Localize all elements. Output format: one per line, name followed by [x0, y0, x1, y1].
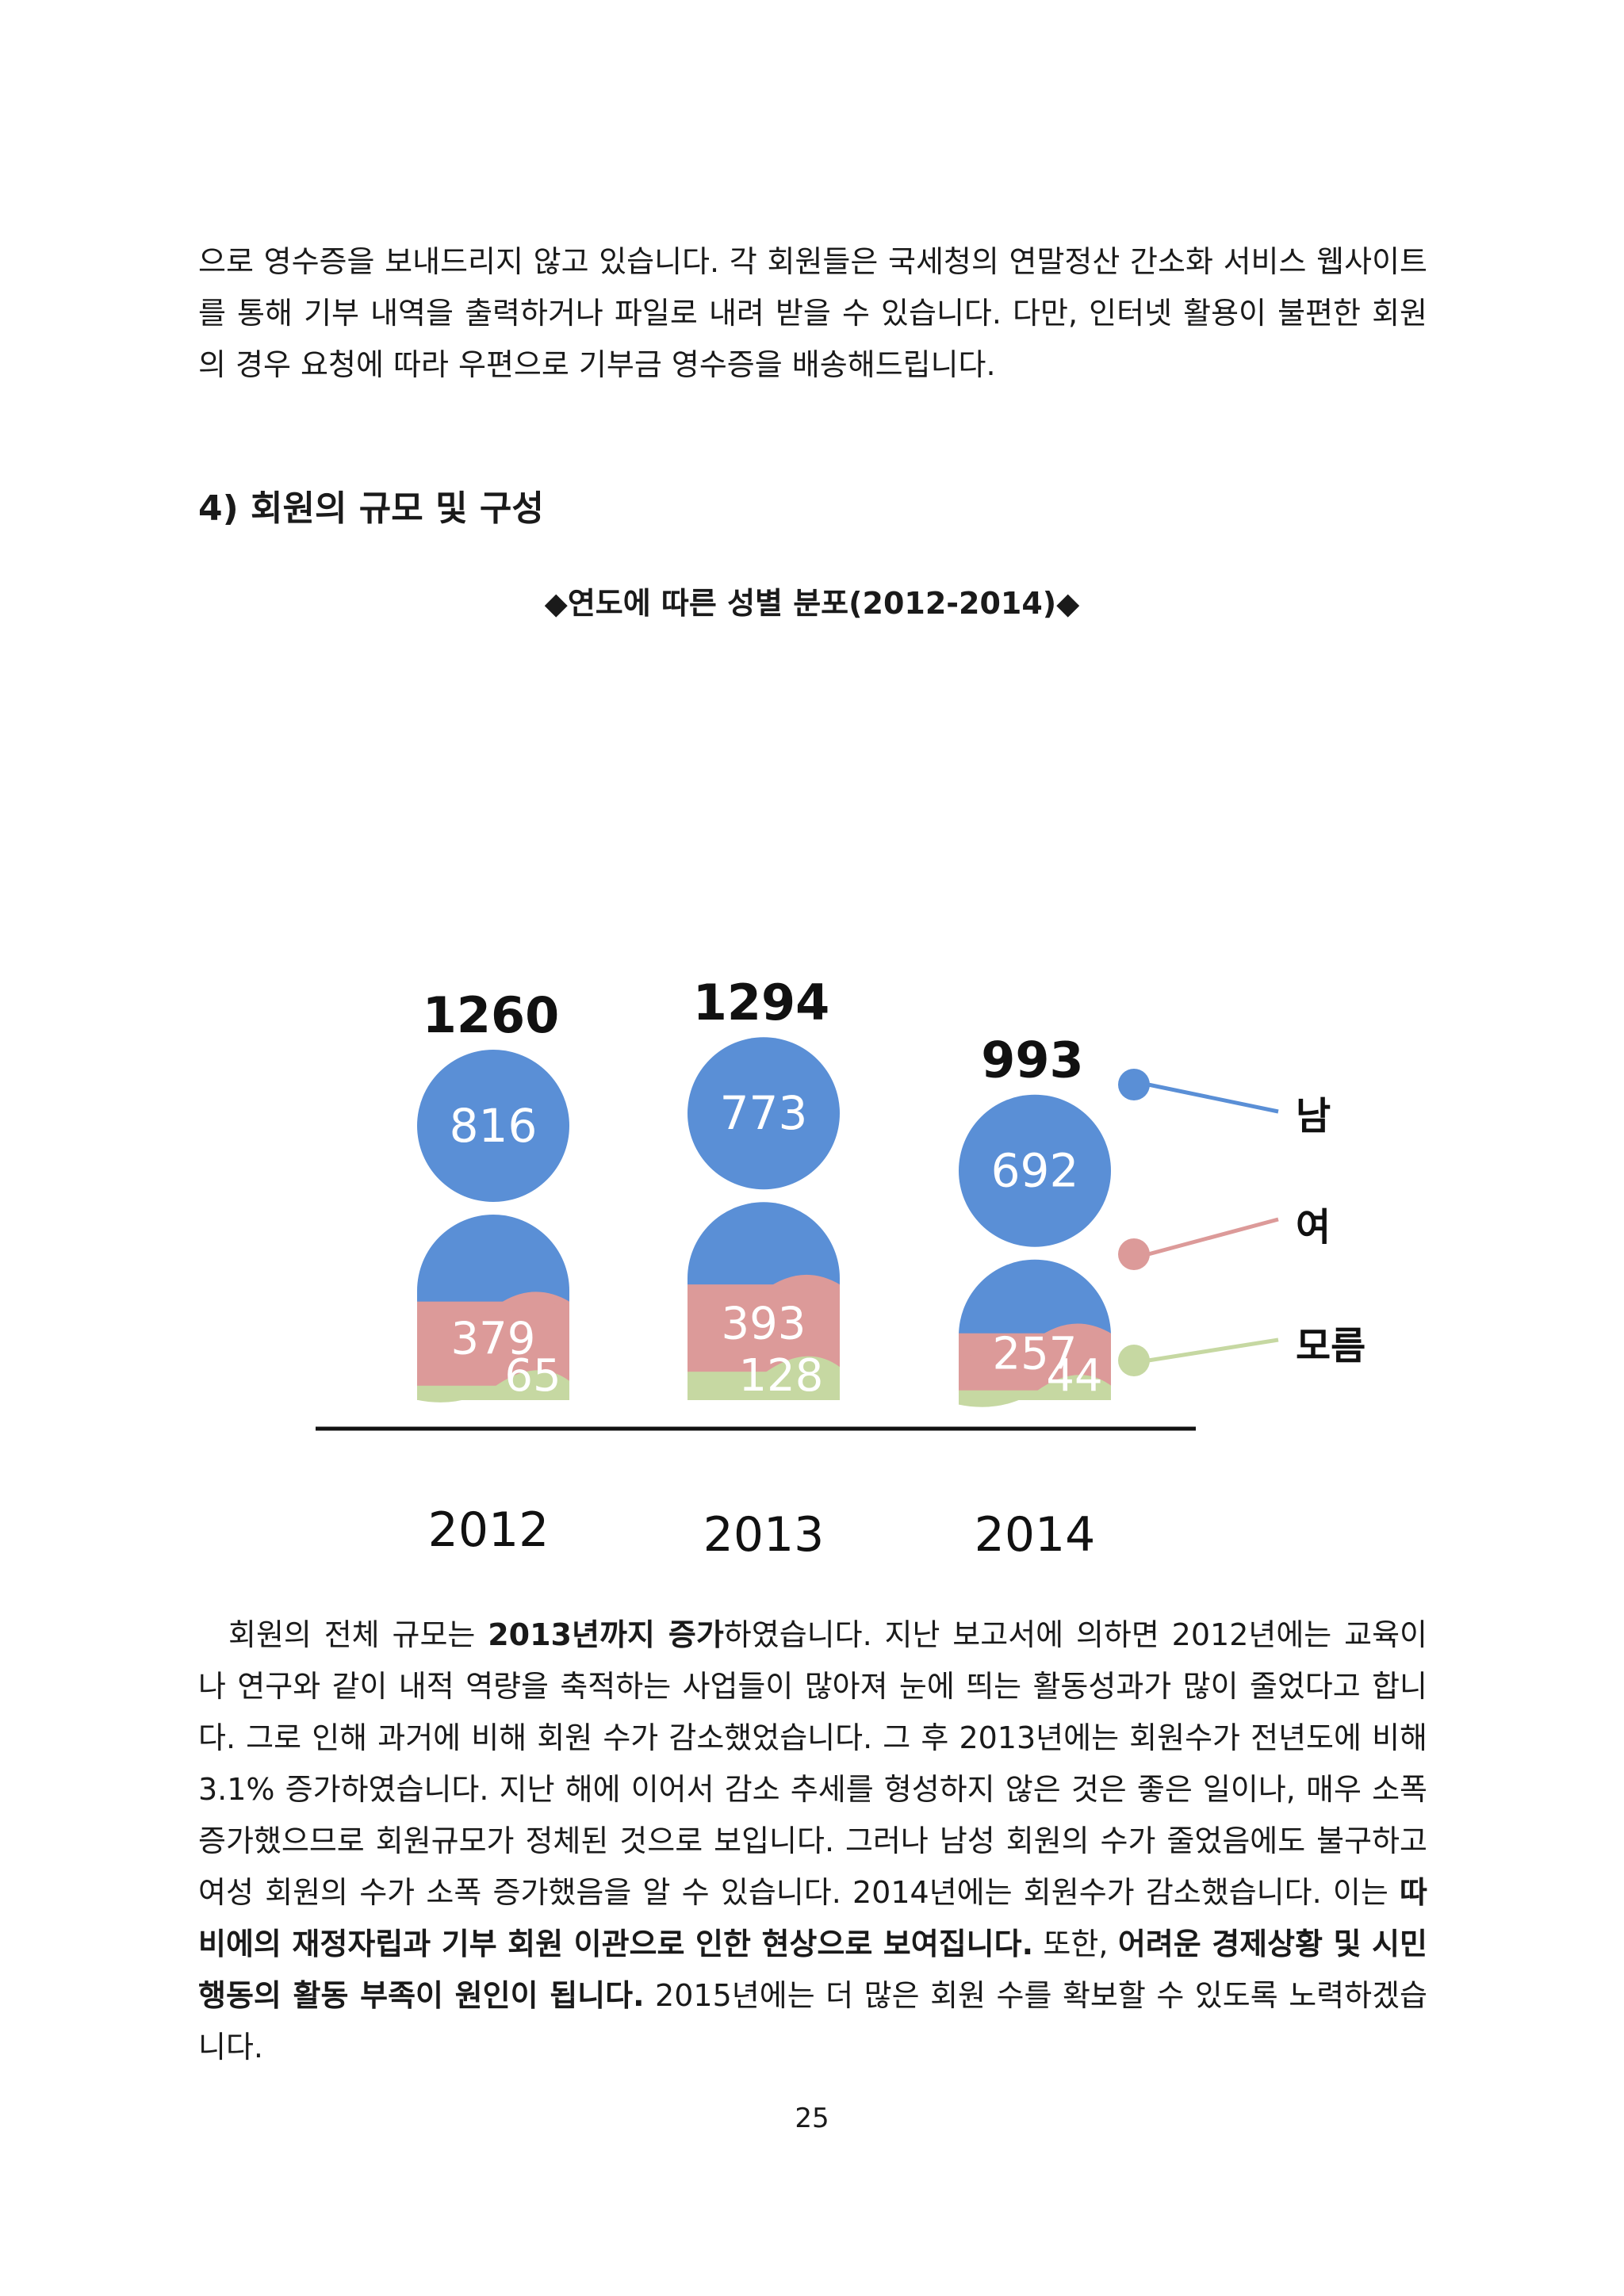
bar-segment-female-wave: [959, 1323, 1111, 1363]
legend-label: 남: [1296, 1094, 1331, 1138]
data-label-female: 393: [722, 1298, 806, 1349]
legend-connector: [1147, 1337, 1279, 1363]
bar-segment-female-wave: [688, 1274, 840, 1314]
data-label-unknown: 44: [1046, 1350, 1102, 1402]
bar-segment-unknown-wave: [688, 1356, 840, 1389]
chart-title: ◆연도에 따른 성별 분포(2012-2014)◆: [544, 586, 1080, 621]
x-tick-label: 2014: [975, 1507, 1096, 1563]
male-value-bubble: [688, 1037, 840, 1190]
total-label: 1294: [693, 974, 830, 1031]
intro-paragraph-text: 으로 영수증을 보내드리지 않고 있습니다. 각 회원들은 국세청의 연말정산 …: [198, 244, 1427, 382]
legend-connector: [1147, 1082, 1279, 1114]
page-number: 25: [795, 2103, 829, 2134]
total-label: 1260: [423, 986, 560, 1044]
body-text-2: 하였습니다. 지난 보고서에 의하면 2012년에는 교육이나 연구와 같이 내…: [198, 1617, 1427, 1910]
male-value-bubble: [417, 1050, 569, 1203]
data-label-unknown: 128: [739, 1350, 824, 1402]
legend-marker: [1118, 1069, 1150, 1100]
body-bold-1: 2013년까지 증가: [488, 1617, 724, 1652]
body-text-1: 회원의 전체 규모는: [228, 1617, 488, 1652]
x-tick-label: 2013: [703, 1507, 825, 1563]
legend-marker: [1118, 1238, 1150, 1270]
data-label-female: 257: [993, 1328, 1078, 1380]
section-heading: 4) 회원의 규모 및 구성: [198, 488, 544, 529]
data-label-male: 692: [991, 1144, 1079, 1198]
bar-segment-male: [417, 1215, 569, 1318]
x-tick-label: 2012: [428, 1502, 550, 1558]
body-text-4: 2015년에는 더 많은 회원 수를 확보할 수 있도록 노력하겠습니다.: [198, 1978, 1428, 2064]
body-bold-3: 어려운 경제상황 및 시민행동의 활동 부족이 원인이 됩니다.: [198, 1927, 1427, 2013]
body-text-3: 또한,: [1033, 1927, 1118, 1961]
data-label-male: 816: [450, 1099, 538, 1153]
total-label: 993: [981, 1031, 1083, 1089]
legend-label: 여: [1296, 1205, 1331, 1249]
legend-marker: [1118, 1345, 1150, 1376]
body-bold-2: 따비에의 재정자립과 기부 회원 이관으로 인한 현상으로 보여집니다.: [198, 1875, 1427, 1961]
legend-connector: [1147, 1217, 1279, 1257]
intro-paragraph: 으로 영수증을 보내드리지 않고 있습니다. 각 회원들은 국세청의 연말정산 …: [198, 236, 1427, 391]
data-label-unknown: 65: [504, 1350, 561, 1402]
male-value-bubble: [959, 1094, 1111, 1247]
bar-segment-unknown-wave: [417, 1370, 569, 1402]
bar-segment-unknown-wave: [959, 1375, 1111, 1407]
legend-label: 모름: [1296, 1324, 1365, 1368]
data-label-female: 379: [451, 1313, 536, 1364]
bar-segment-female-wave: [417, 1292, 569, 1331]
data-label-male: 773: [720, 1086, 808, 1140]
body-paragraph: 회원의 전체 규모는 2013년까지 증가하였습니다. 지난 보고서에 의하면 …: [198, 1609, 1427, 2073]
